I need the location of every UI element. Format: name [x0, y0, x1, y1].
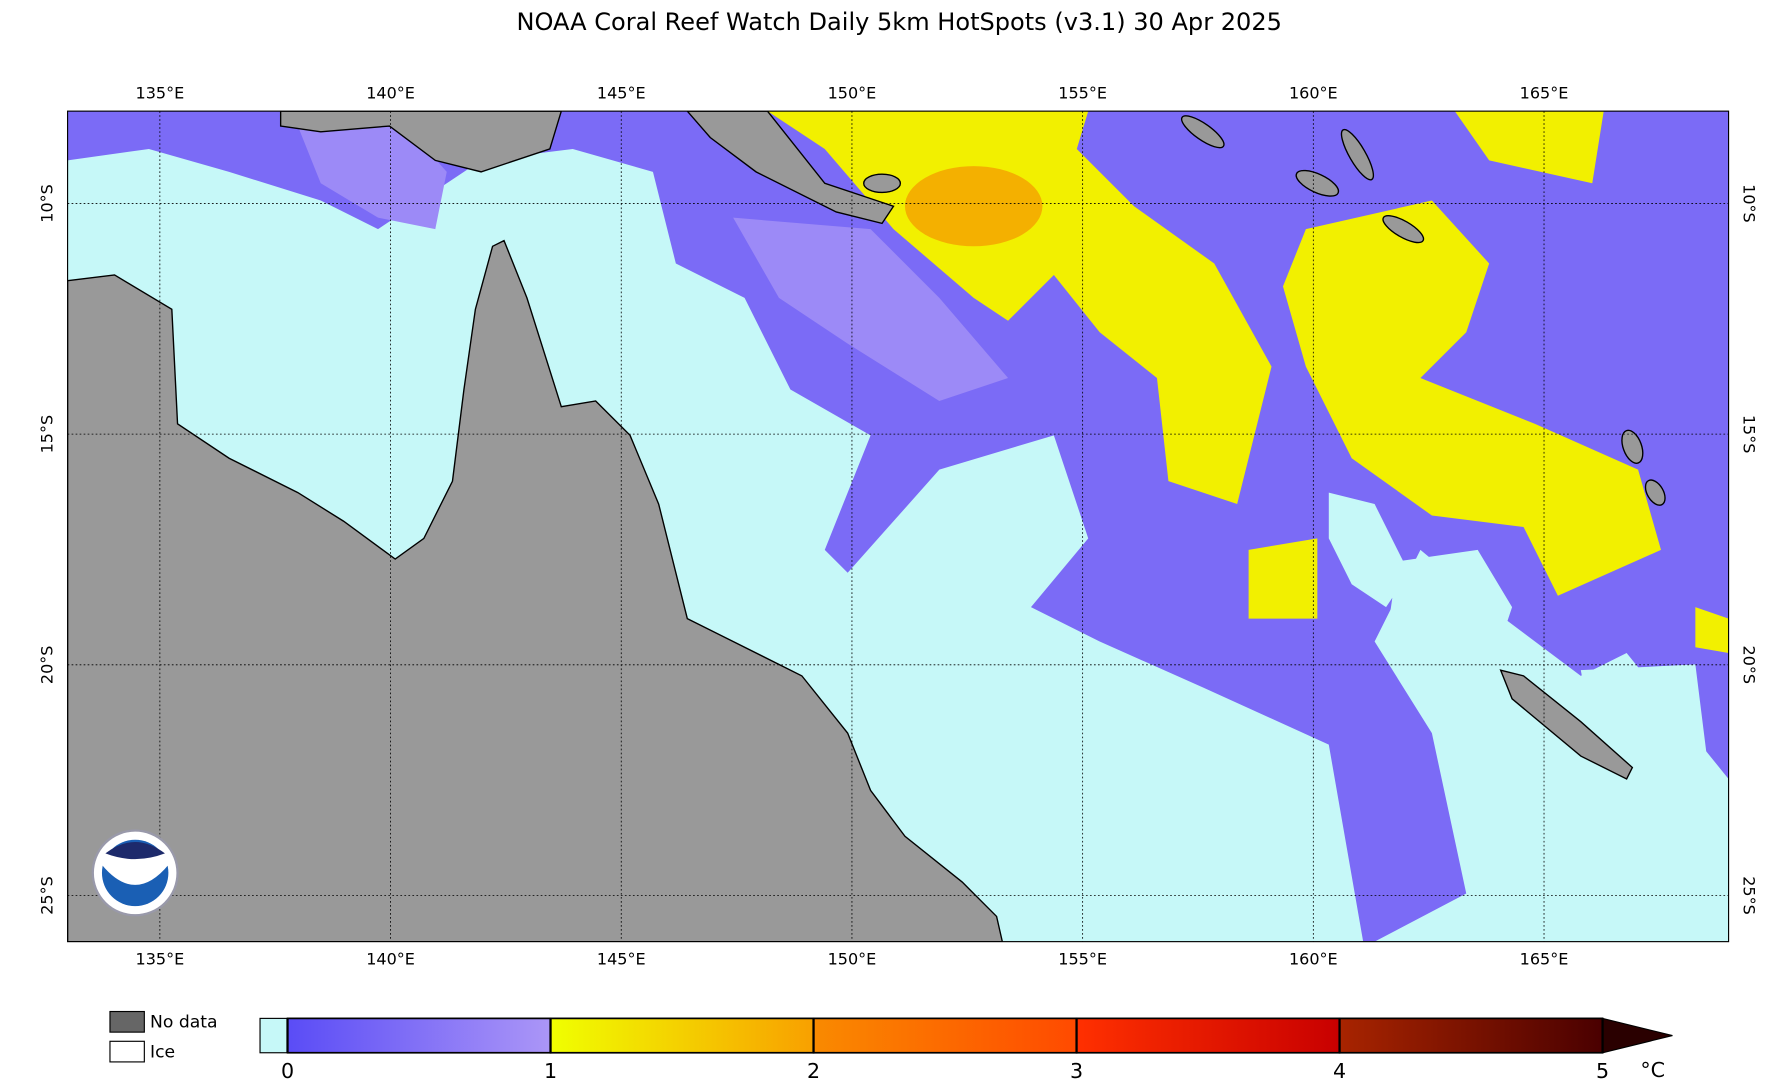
lon-tick-label: 145°E: [597, 950, 646, 969]
hotspot-moderate: [767, 111, 1729, 653]
lon-tick-label: 150°E: [828, 84, 877, 103]
colorbar-band: [812, 1017, 1078, 1054]
ice-free-patch: [1328, 492, 1707, 779]
colorbar-tick-label: 5: [1596, 1059, 1609, 1083]
colorbar-tick-label: 3: [1070, 1059, 1083, 1083]
colorbar-unit: °C: [1640, 1058, 1665, 1082]
island: [1644, 479, 1666, 506]
lon-tick-label: 140°E: [366, 950, 415, 969]
colorbar-tick-label: 2: [807, 1059, 820, 1083]
colorbar-tick-label: 1: [544, 1059, 557, 1083]
lon-tick-label: 140°E: [366, 84, 415, 103]
island: [1340, 128, 1375, 181]
colorbar-below: [259, 1017, 289, 1054]
land: [67, 111, 1666, 942]
new-caledonia: [1499, 669, 1634, 780]
lat-tick-label: 15°S: [1739, 415, 1758, 454]
logo-bird: [105, 841, 165, 860]
hotspot-high: [904, 166, 1043, 247]
hotspot-low-light: [297, 120, 1009, 401]
lat-tick-label: 15°S: [38, 415, 57, 454]
map-area: [67, 111, 1729, 942]
new-guinea: [279, 111, 895, 225]
noaa-logo: [91, 829, 179, 917]
lat-tick-label: 10°S: [1739, 184, 1758, 223]
colorbar-tick-label: 0: [281, 1059, 294, 1083]
colorbar-band: [549, 1017, 815, 1054]
lon-tick-label: 155°E: [1058, 84, 1107, 103]
colorbar: 0 1 2 3 4 5 °C: [259, 1017, 1673, 1083]
lat-tick-label: 20°S: [1739, 646, 1758, 685]
lon-tick-label: 165°E: [1520, 950, 1569, 969]
graticule: [67, 111, 1729, 942]
lat-tick-label: 25°S: [1739, 876, 1758, 915]
map-frame: [67, 110, 1730, 943]
lat-tick-label: 25°S: [38, 876, 57, 915]
island: [1621, 429, 1644, 464]
island: [1382, 215, 1425, 244]
lon-tick-label: 165°E: [1520, 84, 1569, 103]
colorbar-band: [286, 1017, 552, 1054]
legend-swatch: [109, 1010, 145, 1033]
island: [1180, 115, 1225, 149]
lon-tick-label: 135°E: [136, 950, 185, 969]
island: [863, 173, 902, 194]
legend: No data Ice: [109, 1010, 218, 1063]
lat-tick-label: 10°S: [38, 184, 57, 223]
lon-tick-label: 150°E: [828, 950, 877, 969]
lon-tick-label: 135°E: [136, 84, 185, 103]
legend-label: No data: [150, 1013, 218, 1033]
colorbar-band: [1075, 1017, 1341, 1054]
legend-label: Ice: [150, 1042, 175, 1062]
lat-tick-label: 20°S: [38, 646, 57, 685]
colorbar-band: [1338, 1017, 1604, 1054]
map-title: NOAA Coral Reef Watch Daily 5km HotSpots…: [517, 8, 1282, 36]
australia: [67, 239, 1004, 942]
lon-tick-label: 160°E: [1289, 84, 1338, 103]
lon-tick-label: 155°E: [1058, 950, 1107, 969]
lon-tick-label: 145°E: [597, 84, 646, 103]
lon-tick-label: 160°E: [1289, 950, 1338, 969]
colorbar-over: [1601, 1017, 1673, 1054]
legend-swatch: [109, 1040, 145, 1063]
colorbar-tick-label: 4: [1333, 1059, 1346, 1083]
